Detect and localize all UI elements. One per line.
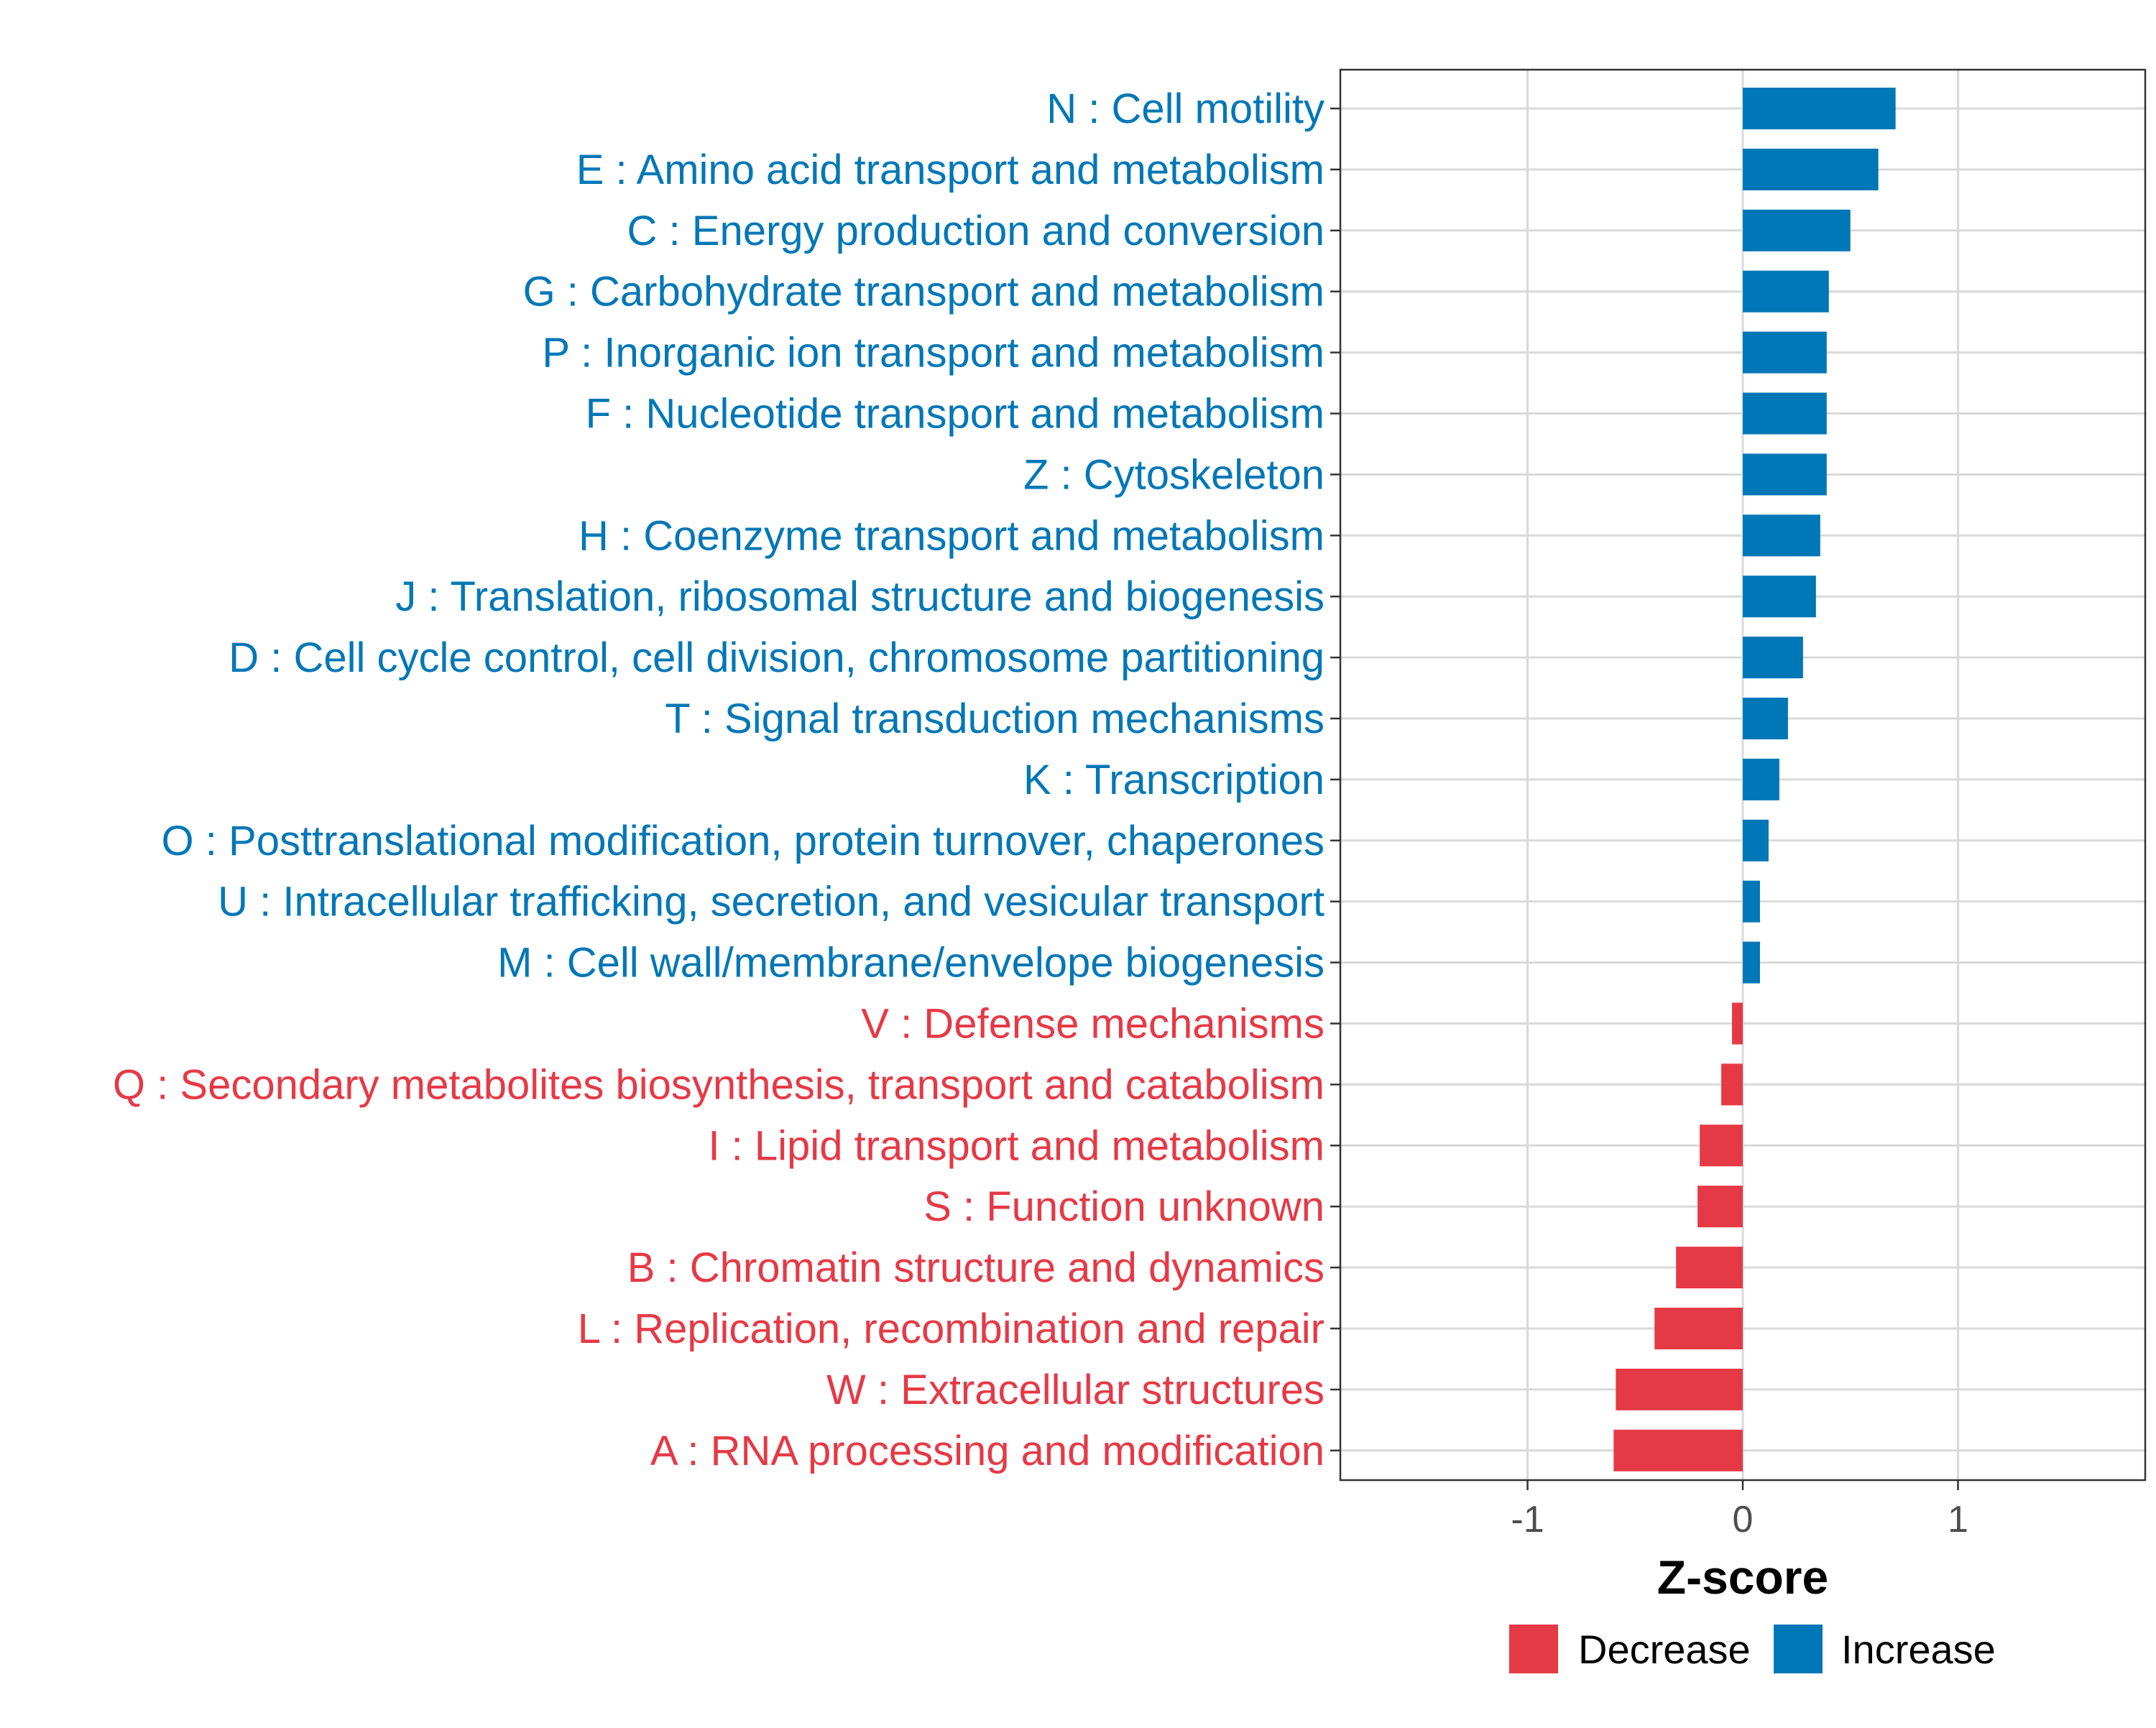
category-label: I : Lipid transport and metabolism [708,1122,1325,1169]
bar [1743,514,1820,557]
bar [1743,331,1827,374]
category-label: B : Chromatin structure and dynamics [627,1244,1325,1291]
bar [1613,1429,1743,1471]
bar [1721,1063,1743,1106]
bar [1697,1186,1743,1228]
bar [1743,576,1816,618]
category-label: N : Cell motility [1046,86,1325,132]
bar-layer [1613,88,1896,1471]
x-tick-label: -1 [1511,1499,1544,1540]
bar [1743,637,1803,679]
legend-label: Decrease [1578,1627,1751,1672]
category-label: G : Carbohydrate transport and metabolis… [523,269,1325,315]
category-label: U : Intracellular trafficking, secretion… [218,879,1325,925]
bar [1743,209,1851,251]
category-label: E : Amino acid transport and metabolism [576,147,1325,193]
category-label: A : RNA processing and modification [650,1428,1325,1474]
bar [1700,1124,1743,1167]
legend: Decrease Increase [1509,1625,1996,1673]
legend-label: Increase [1841,1627,1996,1672]
category-label: H : Coenzyme transport and metabolism [579,512,1325,559]
category-label: P : Inorganic ion transport and metaboli… [542,330,1325,376]
category-label: J : Translation, ribosomal structure and… [395,573,1325,620]
bar [1616,1368,1743,1410]
bar [1743,698,1788,739]
category-label: K : Transcription [1023,757,1325,803]
category-label: O : Posttranslational modification, prot… [162,818,1325,864]
x-tick-label: 1 [1948,1499,1968,1540]
bar [1743,88,1896,129]
legend-swatch [1509,1625,1558,1673]
bar [1654,1308,1743,1349]
category-label: V : Defense mechanisms [861,1001,1325,1048]
category-label: F : Nucleotide transport and metabolism [586,391,1325,438]
category-label: Q : Secondary metabolites biosynthesis, … [113,1061,1325,1108]
bar [1743,148,1879,190]
bar [1743,392,1827,435]
bar [1743,270,1829,313]
bar [1676,1247,1743,1289]
label-layer: N : Cell motility E : Amino acid transpor… [113,86,1968,1540]
category-label: D : Cell cycle control, cell division, c… [229,634,1325,681]
category-label: T : Signal transduction mechanisms [665,696,1325,742]
bar [1743,880,1760,923]
category-label: L : Replication, recombination and repai… [578,1306,1325,1352]
x-axis-title: Z-score [1657,1551,1828,1604]
category-label: C : Energy production and conversion [627,208,1325,254]
category-label: W : Extracellular structures [826,1367,1325,1413]
bar [1743,819,1769,861]
category-label: Z : Cytoskeleton [1023,451,1325,498]
category-label: S : Function unknown [923,1183,1325,1230]
axis-layer [1330,107,1959,1490]
bar [1743,941,1760,984]
bar [1743,453,1827,496]
bar [1732,1002,1743,1045]
bar [1743,758,1779,800]
legend-swatch [1774,1625,1823,1673]
category-label: M : Cell wall/membrane/envelope biogenes… [497,940,1325,987]
x-tick-label: 0 [1733,1499,1754,1540]
